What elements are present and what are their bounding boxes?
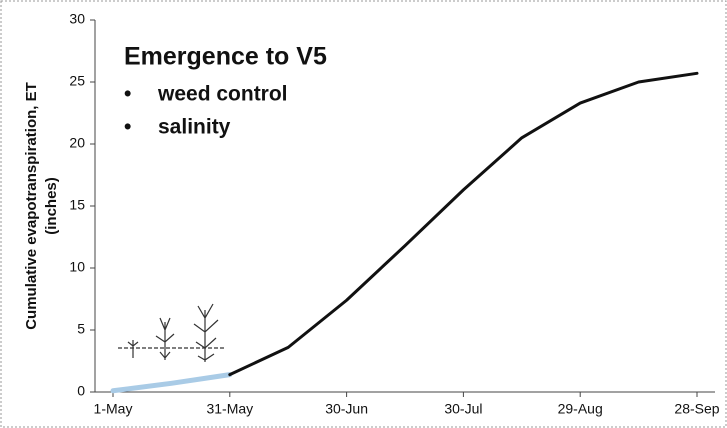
- chart-title: Emergence to V5: [124, 43, 327, 71]
- series-line: [110, 372, 233, 394]
- x-tick-label: 31-May: [206, 401, 253, 417]
- y-axis-title-line: Cumulative evapotranspiration, ET: [23, 82, 40, 330]
- y-axis-title: Cumulative evapotranspiration, ET (inche…: [23, 82, 60, 330]
- y-tick-label: 0: [77, 383, 85, 399]
- plant-icon: [118, 303, 226, 362]
- y-tick-label: 20: [69, 135, 85, 151]
- x-tick-label: 28-Sep: [674, 401, 719, 417]
- bullet-text: weed control: [157, 83, 288, 106]
- series-line: [228, 71, 699, 377]
- x-tick-label: 30-Jun: [325, 401, 368, 417]
- x-tick-label: 30-Jul: [444, 401, 482, 417]
- x-tick-label: 29-Aug: [558, 401, 603, 417]
- bullet-dot: •: [124, 116, 131, 139]
- y-tick-label: 30: [69, 11, 85, 27]
- y-axis-title-line: (inches): [43, 177, 60, 235]
- y-tick-label: 15: [69, 197, 85, 213]
- x-tick-label: 1-May: [94, 401, 133, 417]
- bullet-text: salinity: [158, 116, 231, 139]
- y-tick-label: 5: [77, 321, 85, 337]
- bullet-dot: •: [124, 83, 131, 106]
- y-tick-label: 25: [69, 73, 85, 89]
- y-tick-label: 10: [69, 259, 85, 275]
